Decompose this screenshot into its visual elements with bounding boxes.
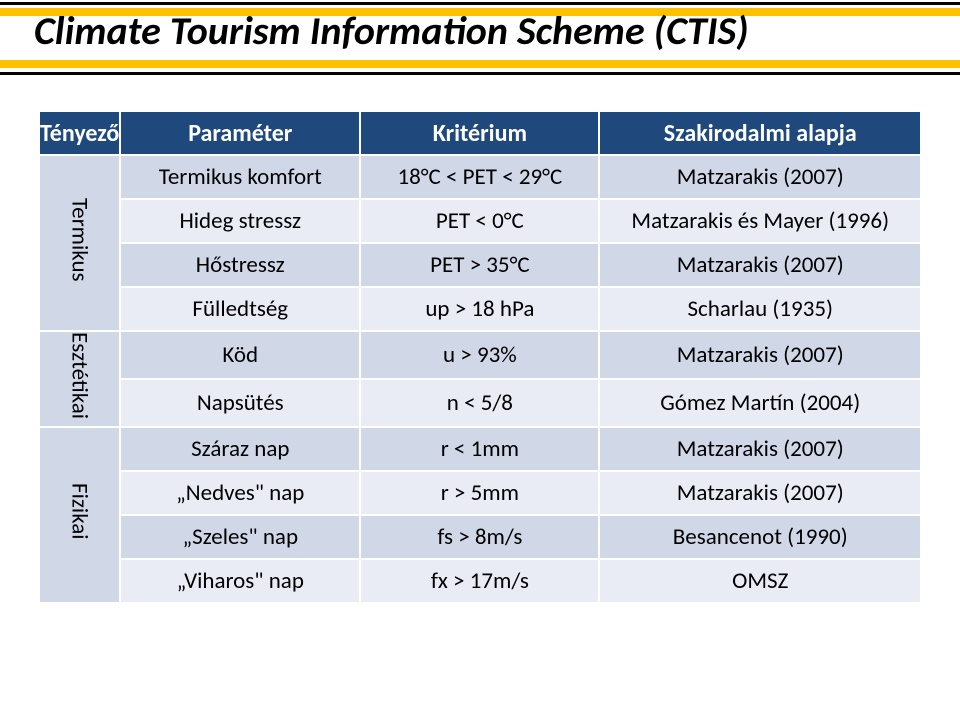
band-bot-thick xyxy=(0,60,960,68)
cell-source: Gómez Martín (2004) xyxy=(599,379,921,427)
col-header-factor: Tényező xyxy=(39,111,120,155)
col-header-param: Paraméter xyxy=(120,111,360,155)
table-row: „Viharos" napfx > 17m/sOMSZ xyxy=(39,559,921,603)
table-row: EsztétikaiKödu > 93%Matzarakis (2007) xyxy=(39,331,921,379)
band-top-thin xyxy=(0,2,960,5)
table-row: Hideg stresszPET < 0°CMatzarakis és Maye… xyxy=(39,199,921,243)
cell-crit: PET > 35°C xyxy=(360,243,599,287)
table-row: Fülledtségup > 18 hPaScharlau (1935) xyxy=(39,287,921,331)
cell-source: Matzarakis (2007) xyxy=(599,155,921,199)
ctis-table-wrap: Tényező Paraméter Kritérium Szakirodalmi… xyxy=(38,110,922,604)
page-title: Climate Tourism Information Scheme (CTIS… xyxy=(34,6,749,55)
cell-param: „Viharos" nap xyxy=(120,559,360,603)
table-row: HőstresszPET > 35°CMatzarakis (2007) xyxy=(39,243,921,287)
cell-crit: fx > 17m/s xyxy=(360,559,599,603)
cell-source: Matzarakis (2007) xyxy=(599,471,921,515)
cell-param: Hideg stressz xyxy=(120,199,360,243)
cell-param: Termikus komfort xyxy=(120,155,360,199)
table-row: „Nedves" napr > 5mmMatzarakis (2007) xyxy=(39,471,921,515)
cell-param: Napsütés xyxy=(120,379,360,427)
col-header-source: Szakirodalmi alapja xyxy=(599,111,921,155)
cell-crit: r > 5mm xyxy=(360,471,599,515)
cell-param: Köd xyxy=(120,331,360,379)
col-header-crit: Kritérium xyxy=(360,111,599,155)
cell-crit: r < 1mm xyxy=(360,427,599,471)
cell-source: Matzarakis (2007) xyxy=(599,331,921,379)
factor-group-label: Termikus xyxy=(39,155,120,331)
factor-group-label: Fizikai xyxy=(39,427,120,603)
slide: Climate Tourism Information Scheme (CTIS… xyxy=(0,0,960,706)
table-row: Napsütésn < 5/8Gómez Martín (2004) xyxy=(39,379,921,427)
cell-crit: 18°C < PET < 29°C xyxy=(360,155,599,199)
table-row: FizikaiSzáraz napr < 1mmMatzarakis (2007… xyxy=(39,427,921,471)
cell-crit: n < 5/8 xyxy=(360,379,599,427)
cell-crit: u > 93% xyxy=(360,331,599,379)
cell-crit: fs > 8m/s xyxy=(360,515,599,559)
cell-param: Hőstressz xyxy=(120,243,360,287)
title-band: Climate Tourism Information Scheme (CTIS… xyxy=(0,0,960,100)
cell-source: Matzarakis (2007) xyxy=(599,427,921,471)
factor-group-label: Esztétikai xyxy=(39,331,120,427)
table-row: TermikusTermikus komfort18°C < PET < 29°… xyxy=(39,155,921,199)
cell-source: Scharlau (1935) xyxy=(599,287,921,331)
cell-param: „Szeles" nap xyxy=(120,515,360,559)
band-bot-thin xyxy=(0,72,960,75)
cell-crit: PET < 0°C xyxy=(360,199,599,243)
ctis-table: Tényező Paraméter Kritérium Szakirodalmi… xyxy=(38,110,922,604)
cell-param: Fülledtség xyxy=(120,287,360,331)
cell-param: Száraz nap xyxy=(120,427,360,471)
cell-param: „Nedves" nap xyxy=(120,471,360,515)
cell-source: Matzarakis (2007) xyxy=(599,243,921,287)
cell-source: Matzarakis és Mayer (1996) xyxy=(599,199,921,243)
cell-source: Besancenot (1990) xyxy=(599,515,921,559)
cell-crit: up > 18 hPa xyxy=(360,287,599,331)
cell-source: OMSZ xyxy=(599,559,921,603)
table-row: „Szeles" napfs > 8m/sBesancenot (1990) xyxy=(39,515,921,559)
